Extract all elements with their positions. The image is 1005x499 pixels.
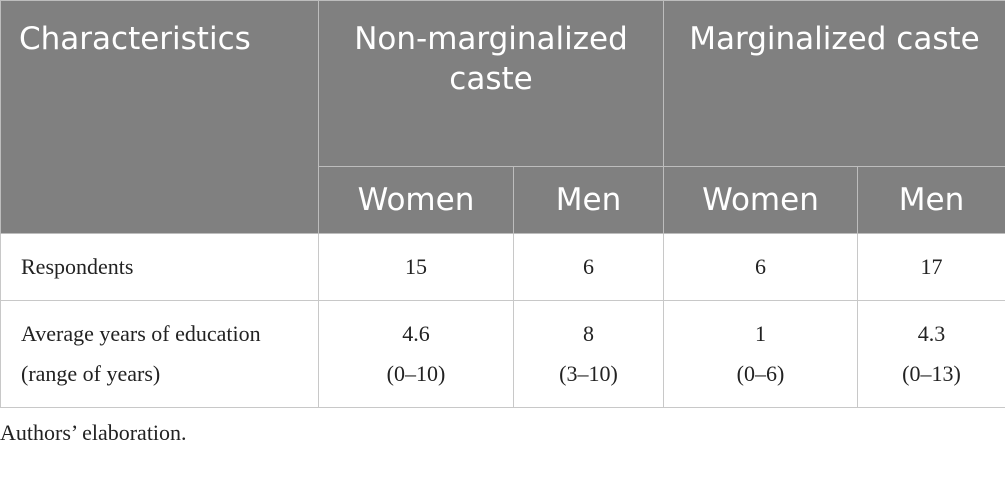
cell: 8 (3–10): [513, 300, 664, 408]
cell-value: 6: [755, 254, 766, 279]
cell-value: 15: [405, 254, 427, 279]
header-group: Marginalized caste: [663, 0, 1005, 167]
cell-value: 1: [755, 321, 766, 346]
cell-range: (3–10): [559, 361, 618, 386]
cell-value: 4.3: [917, 321, 946, 346]
cell-range: (0–6): [736, 361, 785, 386]
header-group: Non-marginalized caste: [318, 0, 664, 167]
cell-value: 4.6: [402, 321, 430, 346]
header-sub: Women: [663, 166, 858, 234]
table-row: Average years of education (range of yea…: [0, 300, 1005, 408]
table-row: Respondents 15 6 6 17: [0, 233, 1005, 301]
cell-range: (0–13): [902, 361, 961, 386]
header-sub: Women: [318, 166, 514, 234]
cell: 1 (0–6): [663, 300, 858, 408]
note: Authors’ elaboration.: [0, 420, 187, 445]
row-label: Respondents: [0, 233, 319, 301]
cell: 4.6 (0–10): [318, 300, 514, 408]
cell-value: 6: [583, 254, 594, 279]
cell: 15: [318, 233, 514, 301]
table: Characteristics Non-marginalized caste M…: [0, 0, 1005, 408]
table-body: Respondents 15 6 6 17 Average years of educat…: [0, 233, 1005, 408]
header-sub: Men: [513, 166, 664, 234]
header-cell: Characteristics: [0, 0, 319, 234]
row-label: Average years of education (range of yea…: [0, 300, 319, 408]
cell-value: 8: [583, 321, 594, 346]
cell-range: (0–10): [386, 361, 446, 386]
header-sub: Men: [857, 166, 1005, 234]
cell: 6: [663, 233, 858, 301]
cell: 17: [857, 233, 1005, 301]
cell-value: 17: [920, 254, 943, 279]
cell: 6: [513, 233, 664, 301]
cell: 4.3 (0–13): [857, 300, 1005, 408]
